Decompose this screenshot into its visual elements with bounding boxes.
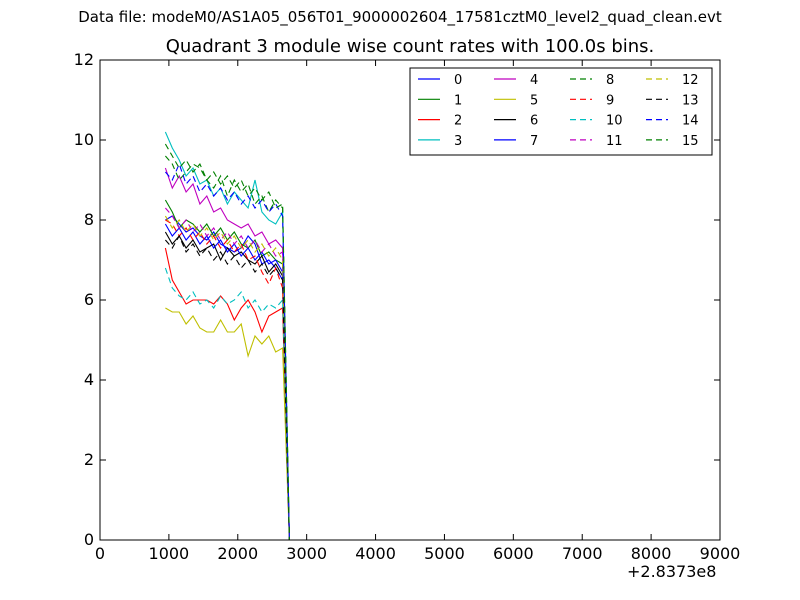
- x-tick-label: 7000: [562, 544, 603, 563]
- series-line-2: [164, 247, 689, 541]
- y-tick-label: 8: [84, 210, 94, 229]
- x-tick-label: 8000: [631, 544, 672, 563]
- legend-label: 13: [682, 93, 699, 108]
- legend-label: 8: [606, 73, 614, 88]
- legend-box: [409, 67, 713, 156]
- legend-label: 11: [606, 134, 623, 149]
- x-tick-label: 2000: [217, 544, 258, 563]
- legend-label: 9: [606, 93, 614, 108]
- legend-label: 15: [682, 134, 699, 149]
- suptitle: Data file: modeM0/AS1A05_056T01_90000026…: [78, 8, 722, 26]
- series-line-10: [164, 267, 689, 541]
- legend-label: 3: [454, 134, 462, 149]
- legend-label: 5: [530, 93, 538, 108]
- series-line-13: [164, 234, 689, 541]
- series-line-6: [164, 231, 689, 541]
- series-line-1: [164, 199, 689, 541]
- legend-label: 12: [682, 73, 699, 88]
- legend-label: 1: [454, 93, 462, 108]
- y-tick-label: 6: [84, 290, 94, 309]
- y-tick-label: 12: [74, 50, 94, 69]
- x-tick-label: 6000: [493, 544, 534, 563]
- x-tick-label: 3000: [286, 544, 327, 563]
- legend-label: 10: [606, 114, 623, 129]
- series-line-9: [165, 219, 689, 541]
- legend-label: 6: [530, 114, 538, 129]
- series-line-5: [165, 307, 689, 541]
- legend-label: 4: [530, 73, 538, 88]
- legend-label: 0: [454, 73, 462, 88]
- x-tick-label: 9000: [700, 544, 741, 563]
- legend-label: 7: [530, 134, 538, 149]
- y-tick-label: 0: [84, 530, 94, 549]
- y-tick-label: 10: [74, 130, 94, 149]
- chart-title: Quadrant 3 module wise count rates with …: [165, 36, 655, 57]
- x-tick-label: 1000: [149, 544, 190, 563]
- x-tick-label: 5000: [424, 544, 465, 563]
- series-line-14: [164, 162, 689, 541]
- series-line-8: [164, 155, 689, 541]
- x-tick-label: 0: [95, 544, 105, 563]
- legend-label: 2: [454, 114, 462, 129]
- x-offset-label: +2.8373e8: [627, 562, 717, 581]
- y-tick-label: 2: [84, 450, 94, 469]
- legend-label: 14: [682, 114, 699, 129]
- series-line-11: [164, 207, 689, 541]
- y-tick-label: 4: [84, 370, 94, 389]
- series-line-4: [164, 167, 689, 541]
- series-line-7: [164, 223, 689, 541]
- x-tick-label: 4000: [355, 544, 396, 563]
